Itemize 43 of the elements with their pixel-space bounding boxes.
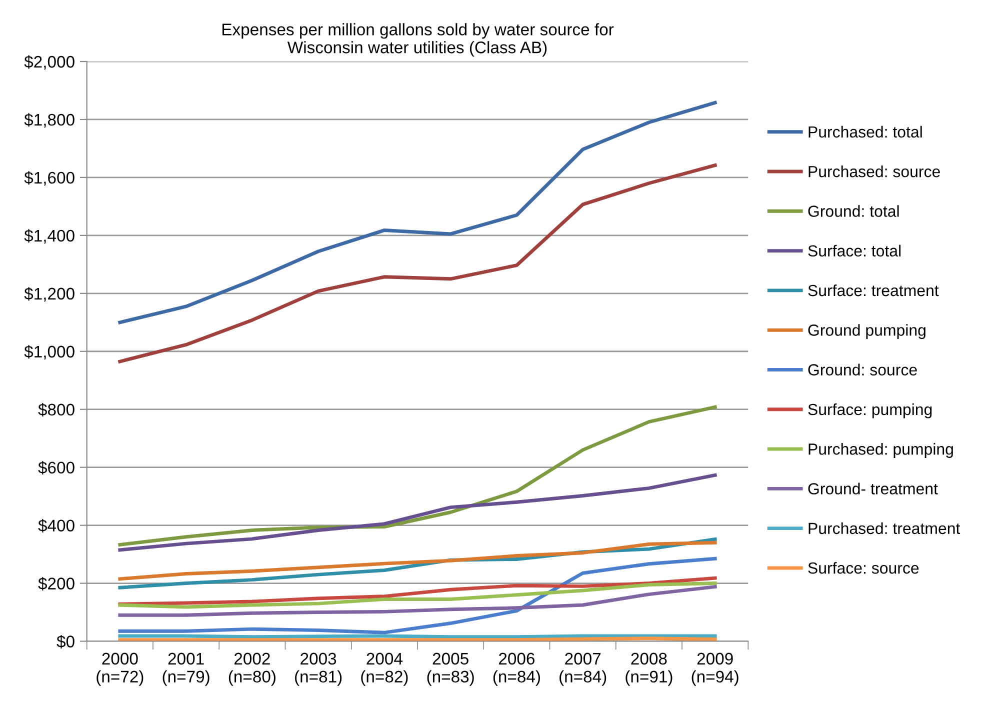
y-tick-label: $800	[38, 403, 74, 417]
x-tick-label: 2006 (n=84)	[493, 652, 540, 686]
line-series	[118, 582, 717, 609]
line-series	[118, 576, 717, 606]
x-tick-label: 2004 (n=82)	[361, 652, 408, 686]
legend-label: Surface: total	[808, 244, 901, 257]
y-tick-label: $2,000	[24, 55, 74, 70]
legend-label: Surface: source	[808, 562, 919, 574]
y-tick-label: $1,000	[24, 345, 74, 360]
legend-label: Purchased: pumping	[808, 443, 953, 458]
x-tick-label: 2005 (n=83)	[427, 652, 474, 686]
y-tick-label: $1,800	[24, 113, 74, 128]
y-tick-label: $0	[56, 634, 74, 648]
legend-label: Ground pumping	[808, 324, 926, 339]
x-tick-label: 2002 (n=80)	[228, 652, 276, 686]
y-tick-label: $200	[38, 576, 74, 590]
chart-title: Expenses per million gallons sold by water source for Wisconsin water utilities (Class AB)	[222, 23, 614, 57]
line-series	[118, 100, 717, 324]
y-tick-label: $1,600	[24, 171, 74, 186]
line-series	[118, 540, 717, 581]
legend-label: Ground: source	[808, 364, 917, 376]
line-series	[118, 405, 717, 546]
line-series	[118, 473, 717, 552]
x-tick-label: 2008 (n=91)	[626, 652, 672, 686]
x-tick-label: 2001 (n=79)	[162, 652, 210, 686]
y-tick-label: $1,200	[24, 287, 74, 302]
line-series	[118, 556, 717, 634]
x-tick-label: 2007 (n=84)	[560, 652, 606, 686]
x-tick-label: 2000 (n=72)	[96, 652, 144, 686]
legend-label: Purchased: total	[808, 126, 922, 138]
x-tick-label: 2003 (n=81)	[295, 652, 342, 686]
legend-label: Ground- treatment	[808, 482, 938, 494]
line-series	[118, 585, 717, 617]
legend-label: Surface: treatment	[808, 284, 939, 296]
line-series	[118, 164, 717, 364]
y-tick-label: $1,400	[24, 229, 74, 244]
x-tick-label: 2009 (n=94)	[692, 652, 738, 686]
legend-label: Surface: pumping	[808, 403, 932, 418]
legend-label: Ground: total	[808, 205, 899, 217]
legend-label: Purchased: source	[808, 166, 940, 178]
y-tick-label: $600	[38, 461, 74, 475]
legend-label: Purchased: treatment	[808, 522, 960, 534]
y-tick-label: $400	[38, 519, 74, 532]
